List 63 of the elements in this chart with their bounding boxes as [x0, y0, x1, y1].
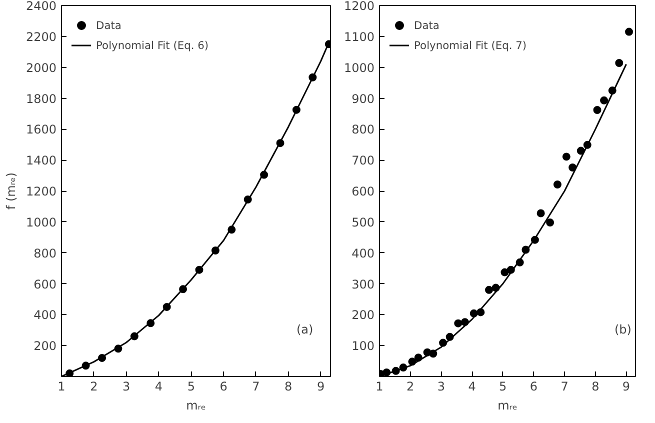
y-tick-label: 800: [352, 122, 374, 137]
y-tick-label: 600: [34, 277, 56, 292]
x-tick-label: 7: [560, 380, 568, 394]
y-tick-label: 500: [352, 215, 374, 230]
point: [454, 319, 462, 328]
y-tick-label: 1200: [26, 184, 57, 198]
legend-label: Polynomial Fit (Eq. 6): [96, 38, 209, 52]
point: [593, 106, 602, 114]
point: [568, 164, 577, 172]
point: [536, 209, 545, 218]
x-tick-label: 4: [154, 380, 163, 394]
y-tick-label: 1600: [26, 122, 57, 137]
point: [500, 268, 509, 276]
point: [615, 59, 624, 67]
point: [546, 218, 554, 227]
y-tick-label: 800: [34, 246, 56, 260]
x-tick-label: 1: [58, 380, 66, 394]
x-tick-label: 7: [252, 380, 260, 394]
x-tick-label: 2: [90, 380, 98, 394]
point: [562, 152, 570, 161]
legend-label: Data: [414, 18, 440, 32]
x-tick-label: 5: [187, 380, 195, 394]
x-tick-label: 5: [499, 380, 507, 394]
y-axis-title: f (mᵣₑ): [4, 172, 18, 210]
y-tick-label: 1000: [344, 60, 375, 75]
y-tick-label: 200: [34, 339, 56, 354]
y-tick-label: 400: [352, 246, 374, 260]
y-tick-label: 1200: [344, 0, 375, 13]
x-tick-label: 8: [592, 380, 600, 394]
y-tick-label: 2200: [26, 30, 57, 44]
x-tick-label: 2: [406, 380, 414, 394]
x-axis-title: mᵣₑ: [186, 398, 206, 412]
x-tick-label: 1: [376, 380, 384, 394]
y-tick-label: 2000: [26, 60, 57, 75]
x-tick-label: 6: [530, 380, 538, 394]
point: [625, 28, 634, 36]
legend-label: Polynomial Fit (Eq. 7): [414, 38, 527, 52]
x-tick-label: 3: [122, 380, 130, 394]
y-tick-label: 100: [352, 339, 374, 354]
y-tick-label: 400: [34, 308, 56, 322]
y-tick-label: 1000: [26, 215, 57, 230]
y-tick-label: 2400: [26, 0, 57, 13]
x-tick-label: 6: [220, 380, 228, 394]
x-tick-label: 4: [468, 380, 476, 394]
x-tick-label: 8: [284, 380, 292, 394]
y-tick-label: 700: [352, 154, 374, 168]
x-tick-label: 3: [437, 380, 446, 394]
point: [553, 180, 562, 188]
x-tick-label: 9: [622, 380, 630, 394]
x-tick-label: 9: [316, 380, 325, 394]
legend-label: Data: [96, 18, 122, 32]
point: [484, 286, 493, 294]
y-tick-label: 600: [352, 184, 374, 198]
y-tick-label: 900: [352, 92, 374, 106]
point: [600, 96, 608, 104]
y-tick-label: 1100: [344, 30, 375, 44]
y-tick-label: 300: [352, 277, 374, 292]
annotation: (b): [614, 322, 632, 336]
annotation: (a): [296, 322, 314, 336]
y-tick-label: 1400: [26, 154, 57, 168]
x-axis-title: mᵣₑ: [498, 398, 518, 412]
y-tick-label: 200: [352, 308, 374, 322]
y-tick-label: 1800: [26, 92, 57, 106]
